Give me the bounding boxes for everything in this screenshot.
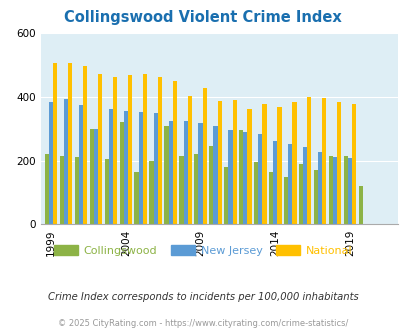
Bar: [217, 101, 221, 224]
Bar: [64, 99, 68, 224]
Bar: [328, 156, 332, 224]
Bar: [45, 154, 49, 224]
Bar: [247, 109, 251, 224]
Bar: [358, 186, 362, 224]
Bar: [322, 98, 326, 224]
Bar: [224, 167, 228, 224]
Bar: [254, 162, 258, 224]
Bar: [109, 109, 113, 224]
Bar: [269, 172, 273, 224]
Bar: [128, 75, 132, 224]
Bar: [213, 126, 217, 224]
Bar: [134, 172, 139, 224]
Bar: [164, 125, 168, 224]
Bar: [347, 158, 351, 224]
Bar: [283, 177, 288, 224]
Bar: [104, 159, 109, 224]
Bar: [258, 134, 262, 224]
Text: © 2025 CityRating.com - https://www.cityrating.com/crime-statistics/: © 2025 CityRating.com - https://www.city…: [58, 319, 347, 328]
Bar: [313, 170, 317, 224]
Bar: [262, 105, 266, 224]
Bar: [239, 130, 243, 224]
Bar: [158, 77, 162, 224]
Bar: [119, 122, 124, 224]
Bar: [153, 113, 158, 224]
Bar: [202, 88, 206, 224]
Bar: [307, 97, 311, 224]
Bar: [179, 156, 183, 224]
Bar: [351, 104, 356, 224]
Bar: [292, 102, 296, 224]
Bar: [298, 164, 303, 224]
Bar: [75, 157, 79, 224]
Bar: [60, 156, 64, 224]
Bar: [332, 157, 337, 224]
Bar: [303, 147, 307, 224]
Bar: [228, 130, 232, 224]
Legend: Collingswood, New Jersey, National: Collingswood, New Jersey, National: [49, 241, 356, 260]
Bar: [288, 144, 292, 224]
Text: Crime Index corresponds to incidents per 100,000 inhabitants: Crime Index corresponds to incidents per…: [47, 292, 358, 302]
Bar: [149, 161, 153, 224]
Bar: [183, 121, 187, 224]
Bar: [194, 154, 198, 224]
Bar: [277, 107, 281, 224]
Bar: [209, 146, 213, 224]
Bar: [49, 102, 53, 224]
Bar: [79, 105, 83, 224]
Bar: [343, 156, 347, 224]
Bar: [273, 141, 277, 224]
Bar: [198, 123, 202, 224]
Bar: [317, 152, 322, 224]
Bar: [113, 77, 117, 224]
Text: Collingswood Violent Crime Index: Collingswood Violent Crime Index: [64, 10, 341, 25]
Bar: [90, 129, 94, 224]
Bar: [232, 100, 236, 224]
Bar: [68, 63, 72, 224]
Bar: [143, 74, 147, 224]
Bar: [83, 66, 87, 224]
Bar: [53, 63, 57, 224]
Bar: [98, 74, 102, 224]
Bar: [187, 95, 192, 224]
Bar: [124, 111, 128, 224]
Bar: [139, 112, 143, 224]
Bar: [172, 81, 177, 224]
Bar: [243, 132, 247, 224]
Bar: [168, 121, 172, 224]
Bar: [94, 129, 98, 224]
Bar: [337, 102, 341, 224]
